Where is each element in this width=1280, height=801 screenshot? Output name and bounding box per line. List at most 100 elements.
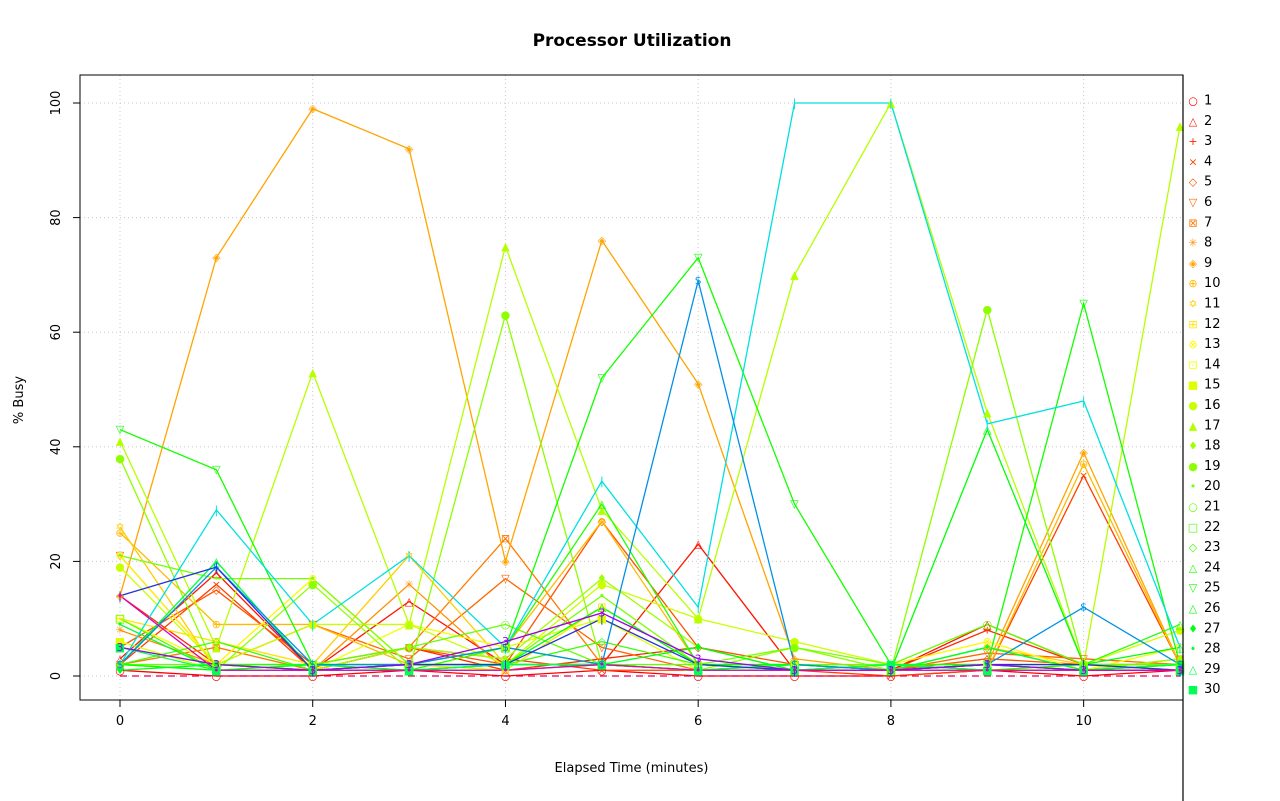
series-point-marker: ⊕ [308, 618, 317, 631]
series-line-25 [119, 256, 1181, 666]
series-point-marker: ● [982, 303, 992, 316]
series-point-marker: $ [598, 658, 605, 671]
series-point-marker: 3 [695, 652, 702, 665]
series-point-marker: ⊠ [212, 641, 221, 654]
legend-symbol: ♦ [1188, 622, 1198, 635]
series-point-marker: ● [790, 635, 800, 648]
series-point-marker: △ [887, 664, 896, 677]
y-tick-label: 60 [49, 324, 64, 341]
series-point-marker: ○ [501, 670, 511, 683]
series-point-marker: △ [405, 595, 414, 608]
legend-symbol: ⊡ [1188, 358, 1197, 371]
series-point-marker: △ [887, 664, 896, 677]
series-point-marker: △ [1079, 658, 1088, 671]
series-point-marker: | [1082, 658, 1086, 671]
series-point-marker: • [406, 664, 413, 677]
series-point-marker: ○ [982, 618, 992, 631]
series-point-marker: ■ [1078, 664, 1088, 677]
legend-label: 30 [1204, 682, 1221, 697]
series-point-marker: ▲ [1079, 658, 1088, 671]
series-point-marker: □ [693, 664, 703, 677]
series-point-marker: | [407, 658, 411, 671]
series-point-marker: ○ [501, 618, 511, 631]
series-point-marker: | [215, 503, 219, 516]
series-point-marker: • [1177, 664, 1184, 677]
series-point-marker: ⊠ [597, 658, 606, 671]
series-point-marker: ⊞ [404, 658, 413, 671]
series-point-marker: • [309, 572, 316, 585]
series-point-marker: ○ [597, 664, 607, 677]
series-point-marker: ○ [1175, 658, 1185, 671]
series-point-marker: ♦ [1175, 652, 1185, 665]
series-point-marker: ▽ [790, 658, 799, 671]
series-point-marker: □ [597, 658, 607, 671]
series-point-marker: • [117, 549, 124, 562]
series-point-marker: ⊠ [1175, 652, 1184, 665]
series-point-marker: ⊞ [308, 658, 317, 671]
legend-label: 24 [1204, 560, 1221, 575]
series-point-marker: ♦ [886, 664, 896, 677]
series-point-marker: • [599, 589, 606, 602]
x-tick-label: 8 [887, 714, 895, 729]
series-point-marker: △ [212, 658, 221, 671]
series-point-marker: △ [1079, 664, 1088, 677]
series-point-marker: ◇ [116, 658, 125, 671]
legend-label: 20 [1204, 479, 1221, 494]
series-point-marker: ◇ [694, 658, 703, 671]
series-point-marker: + [501, 664, 510, 677]
series-point-marker: | [793, 664, 797, 677]
series-point-marker: ● [1079, 658, 1089, 671]
series-point-marker: ♦ [1175, 658, 1185, 671]
legend-label: 27 [1204, 621, 1221, 636]
series-point-marker: • [695, 664, 702, 677]
series-point-marker: ⊕ [404, 658, 413, 671]
series-point-marker: ◇ [116, 641, 125, 654]
series-point-marker: + [1175, 664, 1184, 677]
series-point-marker: + [1079, 658, 1088, 671]
series-point-marker: | [889, 664, 893, 677]
series-point-marker: • [984, 658, 991, 671]
series-point-marker: ✡ [1079, 658, 1088, 671]
series-point-marker: • [1080, 664, 1087, 677]
series-point-marker: × [790, 664, 799, 677]
series-point-marker: ⊠ [983, 664, 992, 677]
legend-label: 13 [1204, 337, 1221, 352]
series-point-marker: ⊗ [501, 658, 510, 671]
series-point-marker: ⊠ [501, 532, 510, 545]
series-point-marker: ♦ [597, 658, 607, 671]
series-point-marker: ▽ [598, 641, 607, 654]
series-point-marker: | [696, 658, 700, 671]
series-point-marker: ■ [1175, 664, 1185, 677]
series-point-marker: ⊕ [212, 618, 221, 631]
series-point-marker: ⊠ [694, 664, 703, 677]
series-point-marker: ▽ [308, 658, 317, 671]
series-point-marker: ▲ [501, 240, 510, 253]
series-point-marker: ⊞ [212, 635, 221, 648]
series-point-marker: ✳ [790, 664, 799, 677]
series-point-marker: □ [982, 664, 992, 677]
series-point-marker: ● [404, 618, 414, 631]
series-point-marker: 3 [887, 664, 894, 677]
series-point-marker: ◈ [405, 142, 414, 155]
series-point-marker: ⊗ [404, 658, 413, 671]
series-point-marker: 3 [1080, 664, 1087, 677]
series-point-marker: ⊞ [886, 664, 895, 677]
series-point-marker: ▽ [1079, 297, 1088, 310]
series-point-marker: ⊕ [115, 526, 124, 539]
series-point-marker: ◈ [887, 664, 896, 677]
legend-label: 19 [1204, 459, 1221, 474]
series-point-marker: • [791, 664, 798, 677]
series-line-17 [119, 101, 1181, 667]
legend-symbol: ⊗ [1188, 338, 1197, 351]
series-point-marker: △ [116, 658, 125, 671]
series-point-marker: ⊗ [1079, 664, 1088, 677]
series-point-marker: ♦ [308, 664, 318, 677]
series-point-marker: • [117, 618, 124, 631]
series-point-marker: ✡ [1175, 664, 1184, 677]
series-point-marker: | [215, 561, 219, 574]
series-point-marker: ⊕ [1079, 457, 1088, 470]
series-point-marker: ◇ [212, 584, 221, 597]
series-point-marker: ■ [693, 664, 703, 677]
series-point-marker: ♦ [211, 658, 221, 671]
series-point-marker: | [504, 641, 508, 654]
